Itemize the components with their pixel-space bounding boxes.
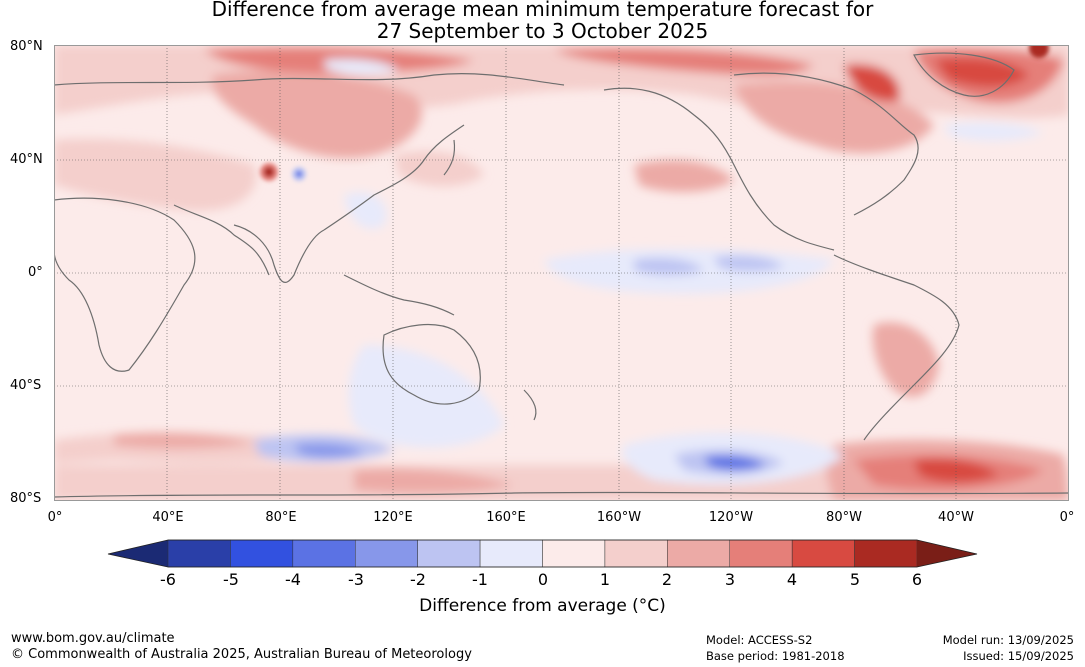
colorbar-tick-label: -6 [160,570,176,589]
colorbar-tick-label: 6 [911,570,923,589]
colorbar-cells [167,539,918,568]
lon-label-40w: 40°W [938,510,974,525]
lat-label-80n: 80°N [10,39,43,54]
colorbar-tick-label: 4 [786,570,798,589]
map-frame [54,45,1069,501]
lat-label-80s: 80°S [10,491,42,506]
anomaly-map [54,45,1069,501]
colorbar-cell [791,539,855,568]
lon-label-0-right: 0° [1059,510,1075,525]
colorbar-cell [604,539,668,568]
lon-label-40e: 40°E [152,510,184,525]
colorbar-cell [854,539,918,568]
lon-label-120w: 120°W [708,510,754,525]
colorbar-tick-label: -3 [348,570,364,589]
lon-label-80w: 80°W [826,510,862,525]
colorbar-cell [729,539,793,568]
colorbar-tick-label: -1 [472,570,488,589]
lon-label-0-left: 0° [47,510,63,525]
chart-title-line2: 27 September to 3 October 2025 [376,19,709,43]
lat-label-40n: 40°N [10,152,43,167]
lon-label-160w: 160°W [596,510,642,525]
footer-base-period: Base period: 1981-2018 [706,649,845,663]
colorbar-tick-label: -2 [410,570,426,589]
lat-label-40s: 40°S [10,378,42,393]
colorbar-tick-label: -5 [223,570,239,589]
lon-label-160e: 160°E [486,510,526,525]
colorbar-cell [417,539,481,568]
footer-model-run: Model run: 13/09/2025 [942,633,1074,647]
colorbar-outline [107,539,978,568]
footer-copyright: © Commonwealth of Australia 2025, Austra… [11,647,472,662]
colorbar-tick-label: 5 [849,570,861,589]
colorbar [107,539,978,568]
anomaly-map-svg [54,45,1069,501]
colorbar-title: Difference from average (°C) [419,596,666,616]
lon-label-120e: 120°E [373,510,413,525]
lon-label-80e: 80°E [265,510,297,525]
colorbar-tick-label: 2 [661,570,673,589]
footer-website[interactable]: www.bom.gov.au/climate [11,631,175,646]
colorbar-cell [167,539,231,568]
colorbar-tick-label: 1 [599,570,611,589]
graticule [54,45,1069,501]
chart-title-line1: Difference from average mean minimum tem… [211,0,874,21]
colorbar-tick-label: 3 [724,570,736,589]
colorbar-tick-label: -4 [285,570,301,589]
colorbar-cell [292,539,356,568]
footer-issued: Issued: 15/09/2025 [963,649,1074,663]
colorbar-cell [667,539,730,568]
anomaly-hotspots [260,45,1049,181]
colorbar-cell [479,539,543,568]
anomaly-fields [54,45,1069,501]
lat-label-equator: 0° [28,265,43,280]
colorbar-tick-label: 0 [537,570,549,589]
coastlines [54,52,1069,498]
footer-model: Model: ACCESS-S2 [706,633,813,647]
colorbar-cell [230,539,294,568]
colorbar-cell [542,539,606,568]
colorbar-under-arrow [108,540,168,567]
colorbar-cell [355,539,418,568]
colorbar-over-arrow [917,540,977,567]
